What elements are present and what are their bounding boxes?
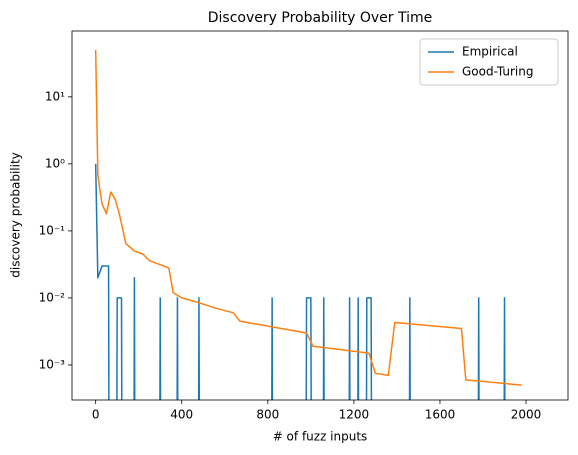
- x-tick-label: 0: [92, 408, 100, 422]
- legend-box: [419, 38, 559, 86]
- x-tick-label: 1600: [425, 408, 456, 422]
- y-tick-label: 10⁻³: [39, 357, 66, 371]
- chart-title: Discovery Probability Over Time: [208, 10, 432, 26]
- axes-frame: [71, 30, 569, 401]
- x-tick-label: 800: [256, 408, 279, 422]
- x-tick-label: 400: [170, 408, 193, 422]
- x-tick-label: 1200: [339, 408, 370, 422]
- x-axis-label: # of fuzz inputs: [273, 430, 368, 444]
- y-tick-label: 10¹: [45, 89, 65, 103]
- x-tick-label: 2000: [511, 408, 542, 422]
- series-line: [94, 49, 522, 386]
- y-axis-label: discovery probability: [9, 152, 23, 278]
- series-line: [94, 163, 506, 400]
- y-tick-label: 10⁻¹: [39, 223, 66, 237]
- y-tick-label: 10⁰: [45, 156, 65, 170]
- legend-label: Empirical: [462, 45, 518, 59]
- y-tick-label: 10⁻²: [39, 290, 66, 304]
- plot-area: [94, 49, 522, 400]
- legend-label: Good-Turing: [462, 65, 533, 79]
